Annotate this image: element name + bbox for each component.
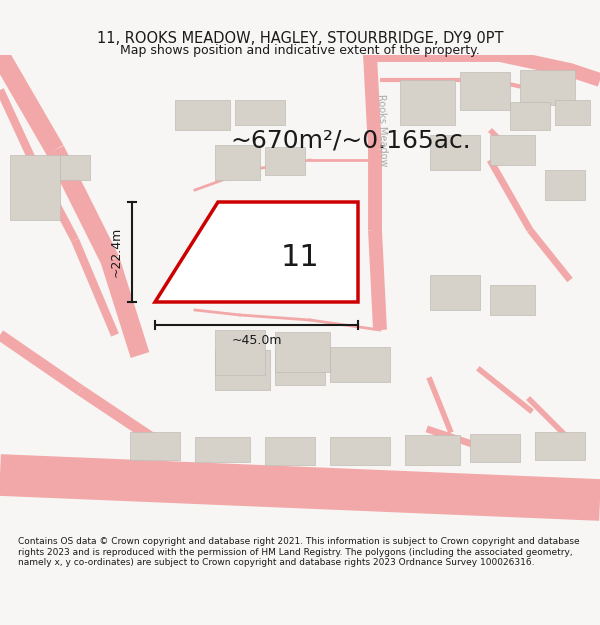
Bar — [510, 102, 550, 130]
Bar — [265, 147, 305, 175]
Bar — [520, 70, 575, 105]
Text: 11, ROOKS MEADOW, HAGLEY, STOURBRIDGE, DY9 0PT: 11, ROOKS MEADOW, HAGLEY, STOURBRIDGE, D… — [97, 31, 503, 46]
Bar — [265, 437, 315, 465]
Bar — [430, 135, 480, 170]
Bar — [430, 275, 480, 310]
Polygon shape — [10, 155, 60, 220]
Bar — [175, 100, 230, 130]
Bar — [490, 135, 535, 165]
Bar — [215, 330, 265, 375]
Bar — [195, 437, 250, 462]
Bar — [535, 432, 585, 460]
Text: ~22.4m: ~22.4m — [110, 227, 122, 277]
Bar — [405, 435, 460, 465]
Polygon shape — [155, 202, 358, 302]
Text: Contains OS data © Crown copyright and database right 2021. This information is : Contains OS data © Crown copyright and d… — [18, 537, 580, 567]
Polygon shape — [60, 155, 90, 180]
Bar — [400, 80, 455, 125]
Bar — [460, 72, 510, 110]
Bar — [275, 332, 330, 372]
Text: Rooks Meadow: Rooks Meadow — [376, 94, 388, 166]
Text: Map shows position and indicative extent of the property.: Map shows position and indicative extent… — [120, 44, 480, 57]
Bar — [215, 350, 270, 390]
Bar — [275, 350, 325, 385]
Bar — [130, 432, 180, 460]
Bar — [215, 145, 260, 180]
Bar — [330, 347, 390, 382]
Text: 11: 11 — [281, 244, 319, 272]
Text: ~45.0m: ~45.0m — [231, 334, 282, 348]
Bar — [470, 434, 520, 462]
Bar — [330, 437, 390, 465]
Text: ~670m²/~0.165ac.: ~670m²/~0.165ac. — [230, 128, 471, 152]
Bar — [235, 100, 285, 125]
Bar — [545, 170, 585, 200]
Bar — [490, 285, 535, 315]
Bar — [555, 100, 590, 125]
